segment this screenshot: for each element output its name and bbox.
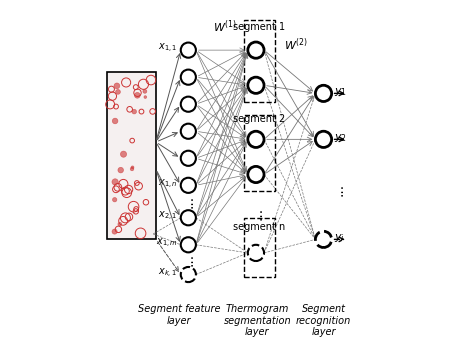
- Text: $x_{1,1}$: $x_{1,1}$: [158, 42, 178, 55]
- Circle shape: [181, 237, 196, 252]
- Circle shape: [144, 96, 146, 98]
- Circle shape: [248, 77, 264, 93]
- Circle shape: [130, 167, 134, 171]
- Circle shape: [248, 131, 264, 147]
- Text: segment 2: segment 2: [233, 114, 285, 124]
- Circle shape: [315, 85, 332, 101]
- Circle shape: [248, 166, 264, 183]
- Circle shape: [120, 151, 127, 157]
- Circle shape: [181, 151, 196, 166]
- Circle shape: [315, 131, 332, 147]
- Circle shape: [315, 231, 332, 247]
- Text: $W^{(2)}$: $W^{(2)}$: [284, 36, 309, 53]
- Text: $x_{1,n}$: $x_{1,n}$: [158, 177, 178, 191]
- Text: $x_{1,m}$: $x_{1,m}$: [155, 237, 178, 250]
- Text: $y_1$: $y_1$: [334, 86, 347, 98]
- Text: ...: ...: [182, 195, 195, 208]
- Circle shape: [112, 229, 117, 234]
- Circle shape: [181, 43, 196, 58]
- Circle shape: [131, 166, 134, 169]
- Text: $y_i$: $y_i$: [334, 232, 345, 244]
- Circle shape: [112, 118, 118, 124]
- Text: Segment
recognition
layer: Segment recognition layer: [296, 304, 351, 337]
- Text: segment 1: segment 1: [233, 22, 285, 32]
- Text: Thermogram
segmentation
layer: Thermogram segmentation layer: [223, 304, 291, 337]
- Text: Segment feature
layer: Segment feature layer: [137, 304, 220, 326]
- Circle shape: [143, 89, 147, 93]
- Circle shape: [181, 267, 196, 282]
- Circle shape: [181, 70, 196, 85]
- FancyBboxPatch shape: [107, 72, 156, 239]
- Circle shape: [248, 42, 264, 58]
- Text: ...: ...: [182, 253, 195, 266]
- Circle shape: [181, 210, 196, 225]
- Circle shape: [181, 124, 196, 139]
- Circle shape: [114, 83, 120, 89]
- Circle shape: [181, 97, 196, 112]
- Circle shape: [112, 179, 118, 185]
- Circle shape: [181, 178, 196, 193]
- Circle shape: [118, 222, 122, 226]
- Text: $W^{(1)}$: $W^{(1)}$: [213, 19, 237, 35]
- Text: segment n: segment n: [233, 222, 285, 232]
- Circle shape: [132, 109, 137, 114]
- Text: $x_{2,1}$: $x_{2,1}$: [158, 210, 178, 223]
- Text: ...: ...: [250, 207, 264, 220]
- Text: $x_{k,1}$: $x_{k,1}$: [158, 267, 178, 280]
- Circle shape: [112, 198, 117, 202]
- Text: $y_2$: $y_2$: [334, 132, 347, 144]
- Text: ...: ...: [331, 183, 346, 196]
- Circle shape: [118, 167, 124, 173]
- Circle shape: [248, 245, 264, 261]
- Circle shape: [135, 92, 140, 98]
- Circle shape: [116, 90, 120, 94]
